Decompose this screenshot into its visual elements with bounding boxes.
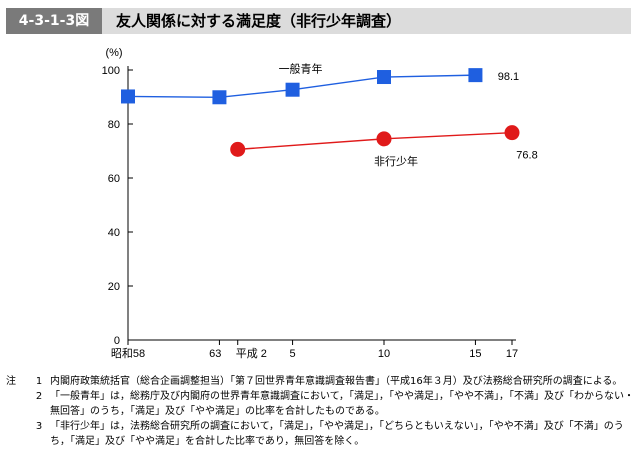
figure-header: 4-3-1-3図 友人関係に対する満足度（非行少年調査） — [6, 8, 631, 34]
series-point-1 — [468, 68, 483, 83]
y-tick-label: 0 — [114, 335, 120, 347]
note-number: 1 — [35, 376, 43, 387]
series-point-1 — [121, 89, 135, 104]
series-point-1 — [377, 70, 391, 85]
x-tick-label: 17 — [506, 348, 518, 360]
series-name-label: 非行少年 — [374, 154, 418, 168]
note-text: 「非行少年」は，法務総合研究所の調査において，「満足」，「やや満足」，「どちらと… — [50, 421, 624, 447]
series-point-2 — [376, 131, 392, 147]
y-tick-label: 40 — [108, 227, 120, 239]
series-point-1 — [212, 90, 227, 105]
x-tick-label: 63 — [209, 348, 221, 360]
data-label: 98.1 — [498, 71, 519, 83]
x-tick-label: 15 — [469, 348, 481, 360]
figure-id: 4-3-1-3図 — [6, 8, 102, 34]
series-name-label: 一般青年 — [279, 62, 323, 76]
y-tick-label: 80 — [108, 119, 120, 131]
note-text: 内閣府政策統括官（総合企画調整担当）「第７回世界青年意識調査報告書」（平成16年… — [50, 376, 623, 387]
series-line-1 — [127, 74, 476, 98]
x-tick-label: 5 — [290, 348, 296, 360]
note-number: 2 — [35, 391, 43, 402]
note-3: 3 「非行少年」は，法務総合研究所の調査において，「満足」，「やや満足」，「どち… — [6, 419, 634, 449]
note-2: 2 「一般青年」は，総務庁及び内閣府の世界青年意識調査において，「満足」，「やや… — [6, 389, 634, 419]
note-text: 「一般青年」は，総務庁及び内閣府の世界青年意識調査において，「満足」，「やや満足… — [50, 391, 634, 417]
y-tick-label: 20 — [108, 281, 120, 293]
line-chart: (%) 0 20 40 60 80 100 昭和58 63 平成 2 5 10 15 17 一般青年 98.1… — [102, 47, 538, 360]
series-point-1 — [285, 82, 300, 97]
series-line-2 — [237, 131, 513, 151]
x-tick-label: 平成 2 — [236, 347, 267, 360]
data-label: 76.8 — [516, 150, 537, 162]
y-axis-label: (%) — [105, 47, 122, 59]
y-tick-label: 60 — [108, 173, 120, 185]
x-tick-label: 昭和58 — [111, 347, 145, 360]
figure-title: 友人関係に対する満足度（非行少年調査） — [102, 8, 631, 34]
note-number: 3 — [35, 421, 43, 432]
series-point-2 — [230, 141, 246, 157]
series-point-2 — [504, 125, 520, 141]
note-label: 注 — [6, 376, 16, 387]
notes: 注 1 内閣府政策統括官（総合企画調整担当）「第７回世界青年意識調査報告書」（平… — [6, 374, 634, 449]
x-tick-label: 10 — [378, 348, 390, 360]
y-tick-label: 100 — [102, 65, 120, 77]
note-1: 注 1 内閣府政策統括官（総合企画調整担当）「第７回世界青年意識調査報告書」（平… — [6, 374, 634, 389]
